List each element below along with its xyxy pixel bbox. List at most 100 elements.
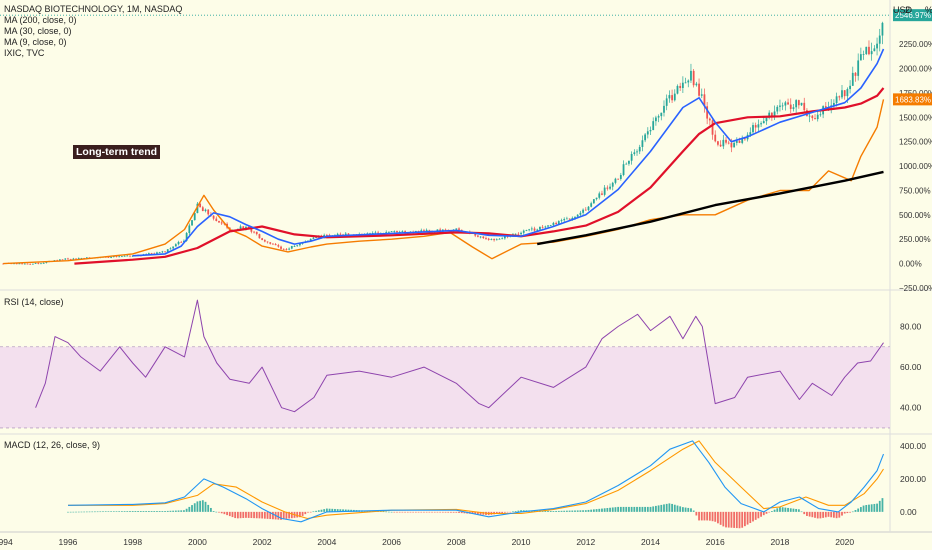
macd-histogram-bar (417, 511, 420, 513)
macd-histogram-bar (797, 509, 800, 512)
currency-label[interactable]: USD (893, 5, 913, 15)
candle-body (703, 94, 706, 107)
macd-title[interactable]: MACD (12, 26, close, 9) (4, 440, 101, 450)
rsi-y-tick-label: 40.00 (900, 403, 922, 413)
macd-histogram-bar (444, 511, 447, 513)
candle-body (619, 174, 622, 179)
macd-histogram-bar (768, 511, 771, 513)
candle-body (69, 258, 72, 260)
candle-body (498, 238, 501, 240)
macd-histogram-bar (843, 511, 846, 514)
y-tick-label-nbi-last: 2546.97% (895, 11, 931, 20)
macd-histogram-bar (681, 507, 684, 512)
macd-histogram-bar (655, 505, 657, 512)
macd-histogram-bar (735, 511, 738, 529)
macd-histogram-bar (868, 504, 870, 512)
macd-histogram-bar (566, 510, 568, 512)
candle-body (172, 246, 175, 249)
rsi-title[interactable]: RSI (14, close) (4, 297, 64, 307)
candle-body (474, 233, 477, 236)
candle-body (180, 241, 183, 243)
candle-body (628, 160, 630, 164)
macd-histogram-bar (72, 511, 75, 513)
candle-body (584, 209, 587, 211)
x-tick-label: 2000 (188, 537, 207, 547)
legend-ma30[interactable]: MA (30, close, 0) (4, 26, 72, 36)
macd-histogram-bar (711, 511, 714, 522)
candle-body (174, 244, 177, 247)
candle-body (32, 263, 34, 265)
candle-body (557, 221, 560, 225)
candle-body (444, 229, 447, 231)
x-tick-label: 2004 (317, 537, 336, 547)
macd-histogram-bar (196, 501, 199, 512)
candle-body (188, 225, 191, 234)
macd-histogram-bar (183, 510, 185, 512)
macd-histogram-bar (210, 507, 212, 512)
candle-body (727, 142, 730, 144)
macd-histogram-bar (463, 511, 466, 514)
candle-body (816, 114, 819, 120)
candle-body (776, 106, 779, 112)
macd-histogram-bar (431, 511, 433, 513)
macd-histogram-bar (514, 511, 517, 512)
candle-body (477, 235, 479, 237)
macd-histogram-bar (245, 511, 247, 518)
macd-histogram-bar (80, 511, 83, 513)
macd-histogram-bar (177, 510, 180, 512)
macd-histogram-bar (409, 511, 412, 513)
legend-title[interactable]: NASDAQ BIOTECHNOLOGY, 1M, NASDAQ (4, 4, 183, 14)
macd-histogram-bar (628, 506, 630, 512)
candle-body (868, 46, 870, 55)
macd-histogram-bar (191, 505, 193, 512)
y-tick-label: 1500.00% (899, 113, 932, 122)
candle-body (266, 241, 269, 243)
candle-body (533, 228, 536, 231)
macd-histogram-bar (849, 511, 851, 513)
macd-histogram-bar (695, 511, 698, 516)
candle-body (280, 246, 282, 249)
macd-histogram-bar (277, 511, 280, 520)
candle-body (765, 117, 768, 122)
legend-compare[interactable]: IXIC, TVC (4, 48, 45, 58)
macd-histogram-bar (215, 511, 218, 513)
macd-histogram-bar (344, 509, 347, 512)
macd-histogram-bar (147, 511, 150, 512)
macd-histogram-bar (814, 511, 816, 518)
macd-histogram-bar (174, 510, 177, 512)
candle-body (611, 182, 614, 187)
macd-histogram-bar (725, 511, 727, 528)
ma30-line (74, 87, 885, 265)
macd-histogram-bar (406, 511, 409, 513)
candle-body (574, 216, 576, 218)
y-tick-label: 2250.00% (899, 40, 932, 49)
macd-histogram-bar (390, 511, 393, 513)
macd-histogram-bar (312, 511, 315, 513)
candle-body (671, 95, 673, 101)
legend-ma9[interactable]: MA (9, close, 0) (4, 37, 67, 47)
macd-histogram-bar (479, 511, 482, 515)
macd-histogram-bar (592, 509, 595, 512)
macd-histogram-bar (741, 511, 744, 528)
candle-body (247, 226, 250, 228)
y-tick-label: 2000.00% (899, 65, 932, 74)
macd-histogram-bar (309, 511, 312, 513)
candle-body (344, 233, 347, 236)
macd-histogram-bar (204, 501, 207, 512)
y-tick-label: 1000.00% (899, 162, 932, 171)
macd-histogram-bar (625, 506, 628, 512)
macd-histogram-bar (603, 508, 606, 512)
macd-histogram-bar (854, 510, 857, 512)
candle-body (673, 93, 676, 101)
candle-body (115, 256, 118, 257)
legend-ma200[interactable]: MA (200, close, 0) (4, 15, 77, 25)
candle-body (684, 82, 687, 84)
macd-histogram-bar (331, 508, 334, 512)
macd-histogram-bar (714, 511, 717, 522)
macd-histogram-bar (447, 511, 450, 513)
candle-body (676, 85, 679, 94)
candle-body (544, 226, 547, 228)
macd-histogram-bar (425, 511, 428, 513)
